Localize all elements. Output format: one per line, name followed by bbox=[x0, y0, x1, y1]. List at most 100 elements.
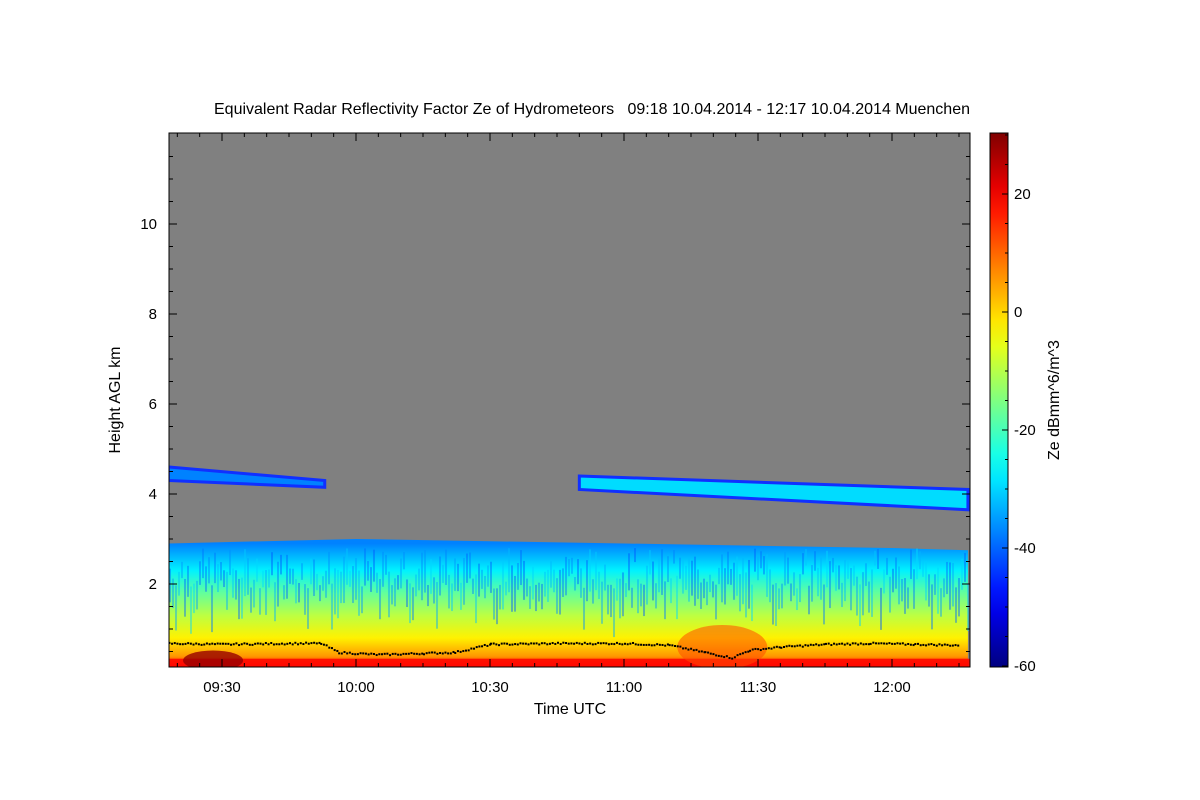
reflectivity-streak bbox=[751, 584, 753, 622]
cloud-base-point bbox=[171, 642, 174, 645]
reflectivity-streak bbox=[700, 582, 702, 609]
cloud-base-point bbox=[423, 653, 425, 656]
reflectivity-streak bbox=[598, 571, 600, 600]
cloud-base-point bbox=[508, 643, 511, 646]
reflectivity-streak bbox=[310, 558, 312, 585]
reflectivity-streak bbox=[322, 576, 324, 591]
reflectivity-streak bbox=[277, 561, 279, 607]
cloud-base-point bbox=[389, 654, 392, 657]
reflectivity-streak bbox=[514, 575, 516, 612]
reflectivity-streak bbox=[742, 558, 744, 605]
cloud-base-point bbox=[213, 643, 216, 646]
cloud-base-point bbox=[896, 642, 899, 645]
cloud-base-point bbox=[254, 642, 257, 645]
reflectivity-streak bbox=[442, 564, 444, 584]
reflectivity-streak bbox=[460, 582, 462, 610]
cloud-base-point bbox=[674, 645, 677, 648]
cloud-base-point bbox=[712, 653, 715, 656]
cloud-base-point bbox=[812, 644, 815, 647]
cloud-base-point bbox=[364, 652, 367, 655]
reflectivity-streak bbox=[481, 569, 483, 589]
cloud-base-point bbox=[885, 642, 888, 645]
cloud-base-point bbox=[291, 643, 294, 646]
upper-cloud-1 bbox=[169, 465, 327, 489]
reflectivity-streak bbox=[265, 570, 267, 615]
reflectivity-streak bbox=[868, 581, 870, 613]
reflectivity-streak bbox=[187, 565, 189, 597]
reflectivity-streak bbox=[511, 565, 513, 612]
cloud-base-point bbox=[192, 643, 195, 646]
cloud-base-point bbox=[259, 642, 262, 645]
cloud-base-point bbox=[346, 652, 349, 655]
reflectivity-streak bbox=[694, 556, 696, 606]
cloud-base-point bbox=[328, 646, 331, 649]
x-tick-label: 10:00 bbox=[337, 679, 375, 696]
reflectivity-streak bbox=[223, 570, 225, 588]
reflectivity-streak bbox=[739, 574, 741, 612]
reflectivity-streak bbox=[679, 557, 681, 579]
reflectivity-streak bbox=[487, 565, 489, 587]
reflectivity-streak bbox=[889, 576, 891, 613]
reflectivity-streak bbox=[757, 556, 759, 581]
reflectivity-streak bbox=[802, 553, 804, 575]
cloud-base-point bbox=[801, 645, 804, 648]
reflectivity-streak bbox=[958, 578, 960, 617]
reflectivity-streak bbox=[247, 558, 249, 595]
reflectivity-streak bbox=[208, 557, 210, 584]
cloud-base-point bbox=[621, 643, 624, 646]
cloud-base-point bbox=[399, 653, 402, 656]
reflectivity-streak bbox=[685, 565, 687, 590]
reflectivity-streak bbox=[763, 556, 765, 575]
cloud-base-point bbox=[543, 642, 546, 645]
cloud-base-point bbox=[607, 643, 610, 646]
cloud-base-point bbox=[456, 650, 459, 653]
reflectivity-streak bbox=[892, 568, 894, 593]
reflectivity-streak bbox=[379, 579, 381, 620]
cloud-base-point bbox=[511, 643, 514, 646]
cloud-base-point bbox=[793, 645, 796, 648]
cloud-base-point bbox=[243, 642, 246, 645]
cloud-base-point bbox=[843, 643, 846, 646]
cloud-base-point bbox=[467, 649, 470, 652]
reflectivity-streak bbox=[532, 566, 534, 600]
cloud-base-point bbox=[189, 642, 192, 645]
cloud-base-point bbox=[216, 642, 219, 645]
reflectivity-streak bbox=[373, 549, 375, 582]
reflectivity-streak bbox=[295, 579, 297, 604]
reflectivity-streak bbox=[571, 557, 573, 574]
cloud-base-point bbox=[407, 652, 410, 655]
reflectivity-streak bbox=[961, 558, 963, 590]
reflectivity-streak bbox=[484, 575, 486, 599]
reflectivity-streak bbox=[964, 552, 966, 582]
cloud-base-point bbox=[618, 642, 621, 645]
reflectivity-streak bbox=[202, 548, 204, 579]
high-reflectivity-core bbox=[677, 625, 768, 667]
cloud-base-point bbox=[444, 651, 447, 654]
cloud-base-point bbox=[747, 650, 750, 653]
reflectivity-streak bbox=[733, 562, 735, 600]
cloud-base-point bbox=[700, 650, 703, 653]
reflectivity-streak bbox=[922, 561, 924, 577]
cloud-base-point bbox=[684, 647, 687, 650]
cloud-base-point bbox=[375, 654, 378, 657]
reflectivity-streak bbox=[811, 565, 813, 602]
reflectivity-streak bbox=[169, 568, 171, 603]
reflectivity-streak bbox=[877, 549, 879, 569]
cloud-base-point bbox=[483, 643, 486, 646]
cloud-base-point bbox=[570, 642, 573, 645]
reflectivity-streak bbox=[280, 554, 282, 575]
reflectivity-streak bbox=[931, 584, 933, 630]
cloud-base-point bbox=[475, 646, 478, 649]
cloud-base-point bbox=[833, 642, 836, 645]
y-tick-label: 6 bbox=[149, 396, 157, 413]
cloud-base-point bbox=[841, 642, 844, 645]
y-tick-label: 2 bbox=[149, 576, 157, 593]
cloud-base-point bbox=[626, 643, 629, 646]
reflectivity-streak bbox=[550, 561, 552, 588]
cloud-base-point bbox=[867, 643, 870, 646]
reflectivity-streak bbox=[256, 558, 258, 582]
reflectivity-streak bbox=[775, 583, 777, 626]
cloud-base-point bbox=[809, 643, 812, 646]
reflectivity-streak bbox=[913, 569, 915, 609]
